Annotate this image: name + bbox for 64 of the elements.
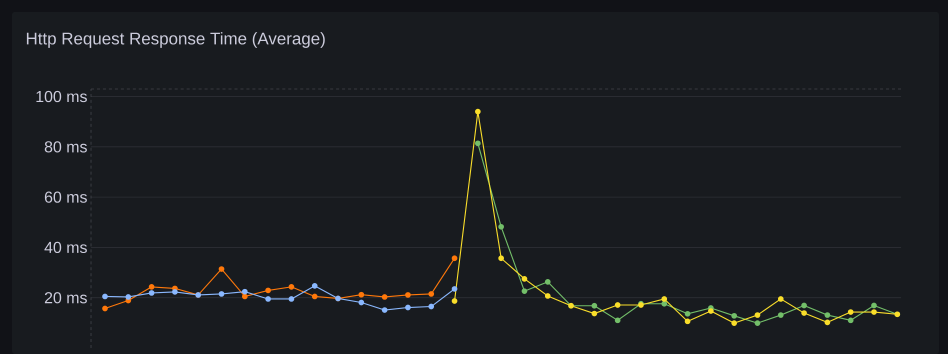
point (125, 294, 132, 300)
point (848, 317, 854, 324)
point (242, 294, 248, 300)
point (754, 320, 760, 326)
point (265, 296, 271, 302)
point (708, 308, 714, 314)
point (428, 304, 434, 310)
point (102, 294, 108, 300)
point (731, 320, 738, 326)
point (731, 312, 738, 319)
point (684, 310, 690, 317)
point (801, 310, 807, 316)
point (218, 291, 224, 297)
point (172, 289, 178, 295)
point (288, 296, 294, 302)
point (102, 306, 108, 312)
point (614, 302, 621, 308)
point (801, 302, 807, 308)
point (242, 288, 248, 295)
point (614, 317, 621, 324)
point (824, 312, 830, 318)
point (498, 255, 504, 262)
point (592, 302, 598, 309)
point (312, 283, 318, 289)
point (405, 292, 411, 298)
point (382, 307, 388, 313)
point (778, 312, 784, 318)
point (358, 300, 364, 306)
chart-title: Http Request Response Time (Average) (26, 32, 325, 48)
y-tick-label: 80 ms (44, 141, 87, 152)
point (684, 318, 690, 324)
point (218, 266, 224, 272)
point (544, 279, 551, 285)
point (312, 294, 318, 300)
point (778, 296, 784, 302)
point (475, 108, 481, 114)
point (871, 309, 877, 315)
point (754, 312, 760, 318)
y-tick-label: 60 ms (44, 191, 87, 203)
point (452, 298, 458, 304)
point (544, 293, 551, 299)
point (452, 286, 458, 292)
point (871, 302, 877, 308)
point (148, 284, 154, 290)
y-tick-label: 100 ms (36, 90, 87, 102)
point (148, 290, 154, 296)
point (661, 300, 668, 307)
point (475, 140, 481, 146)
point (824, 320, 830, 326)
point (522, 276, 528, 282)
point (592, 310, 598, 316)
point (452, 255, 458, 262)
point (428, 291, 434, 297)
point (405, 304, 411, 310)
point (522, 288, 528, 294)
point (848, 309, 854, 315)
y-tick-label: 20 ms (44, 292, 87, 304)
y-tick-label: 40 ms (44, 242, 87, 254)
point (265, 288, 271, 294)
point (382, 294, 388, 300)
point (358, 292, 364, 298)
point (288, 284, 294, 290)
point (661, 296, 668, 302)
point (498, 224, 504, 230)
